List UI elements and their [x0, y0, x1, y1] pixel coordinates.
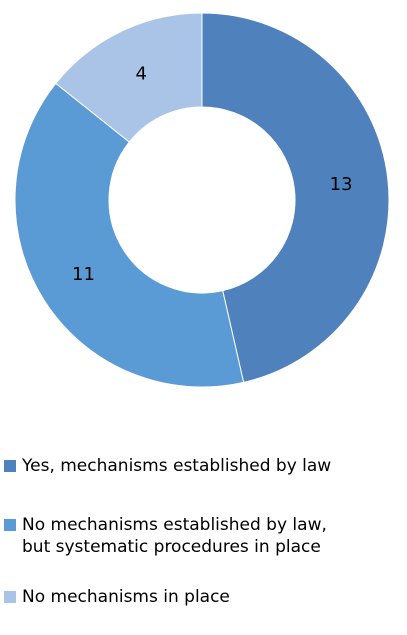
donut-chart: 13 11 4	[14, 12, 390, 388]
legend-swatch	[4, 591, 16, 603]
donut-slice	[55, 12, 203, 143]
donut-slice	[201, 12, 390, 383]
data-label: 11	[72, 264, 95, 285]
legend-label: Yes, mechanisms established by law	[22, 456, 332, 476]
data-label: 4	[136, 63, 147, 84]
data-label: 13	[330, 174, 353, 195]
donut-slices	[14, 12, 390, 388]
legend-label: No mechanisms established by law, but sy…	[22, 515, 327, 557]
legend-label: No mechanisms in place	[22, 587, 230, 607]
donut-slice	[14, 82, 245, 388]
legend-swatch	[4, 519, 16, 531]
legend-swatch	[4, 460, 16, 472]
data-labels: 13 11 4	[72, 63, 353, 285]
